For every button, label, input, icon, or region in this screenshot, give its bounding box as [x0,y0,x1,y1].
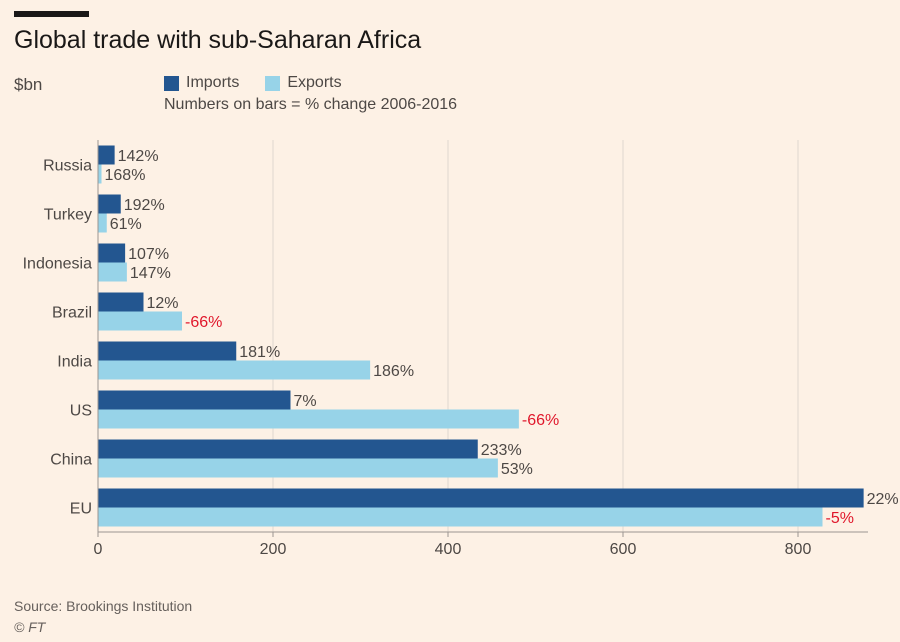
x-tick-label-400: 400 [435,541,462,558]
category-label-china: China [50,452,92,469]
bar-imports-russia [98,145,115,165]
bar-label-exports-brazil: -66% [185,314,222,331]
source-note: Source: Brookings Institution [14,598,193,614]
legend-item-exports: Exports [265,74,342,92]
x-tick-label-200: 200 [260,541,287,558]
bar-imports-turkey [98,194,121,214]
bar-exports-us [98,409,519,429]
legend-note: Numbers on bars = % change 2006-2016 [164,96,458,113]
unit-label: $bn [14,75,43,94]
bar-imports-china [98,439,478,459]
category-label-us: US [70,403,92,420]
header-rule [14,11,89,17]
category-label-turkey: Turkey [44,207,92,224]
category-label-eu: EU [70,501,92,518]
bar-label-exports-china: 53% [501,461,533,478]
category-label-indonesia: Indonesia [23,256,92,273]
legend-swatch-exports [265,75,281,91]
bar-exports-eu [98,507,823,527]
x-tick-label-600: 600 [610,541,637,558]
bar-label-exports-eu: -5% [826,510,854,527]
bar-imports-indonesia [98,243,126,263]
bar-label-imports-us: 7% [294,393,317,410]
legend-item-imports: Imports [164,74,239,92]
legend-label-imports: Imports [186,74,240,91]
bar-label-imports-brazil: 12% [147,295,179,312]
bar-label-imports-india: 181% [239,344,280,361]
bar-label-exports-turkey: 61% [110,216,142,233]
category-label-india: India [57,354,92,371]
x-tick-label-800: 800 [785,541,812,558]
legend: Imports Exports Numbers on bars = % chan… [164,74,457,114]
bar-exports-india [98,360,371,380]
bar-label-exports-us: -66% [522,412,559,429]
bar-exports-turkey [98,213,107,233]
bar-label-imports-china: 233% [481,442,522,459]
bar-label-exports-russia: 168% [105,167,146,184]
bar-imports-us [98,390,291,410]
bar-exports-indonesia [98,262,127,282]
bar-imports-eu [98,488,864,508]
category-label-brazil: Brazil [52,305,92,322]
bar-label-exports-indonesia: 147% [130,265,171,282]
legend-label-exports: Exports [287,74,342,91]
bar-imports-brazil [98,292,144,312]
bar-chart: 142% 168% Russia 192% 61% Turkey 107% 147% Indon… [23,140,899,558]
bar-label-imports-indonesia: 107% [128,246,169,263]
bar-label-imports-russia: 142% [118,148,159,165]
bar-exports-brazil [98,311,182,331]
bar-exports-china [98,458,498,478]
legend-swatch-imports [164,75,179,91]
bar-label-imports-turkey: 192% [124,197,165,214]
bar-label-imports-eu: 22% [867,491,899,508]
bar-exports-russia [98,164,102,184]
chart-title: Global trade with sub-Saharan Africa [14,26,422,54]
category-label-russia: Russia [43,158,92,175]
x-tick-label-0: 0 [94,541,103,558]
bar-label-exports-india: 186% [373,363,414,380]
copyright-note: © FT [14,619,46,635]
bar-imports-india [98,341,237,361]
